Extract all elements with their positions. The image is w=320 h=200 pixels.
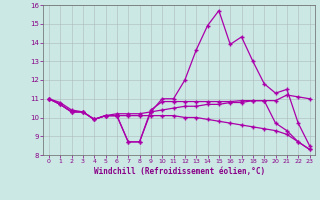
X-axis label: Windchill (Refroidissement éolien,°C): Windchill (Refroidissement éolien,°C) [94,167,265,176]
